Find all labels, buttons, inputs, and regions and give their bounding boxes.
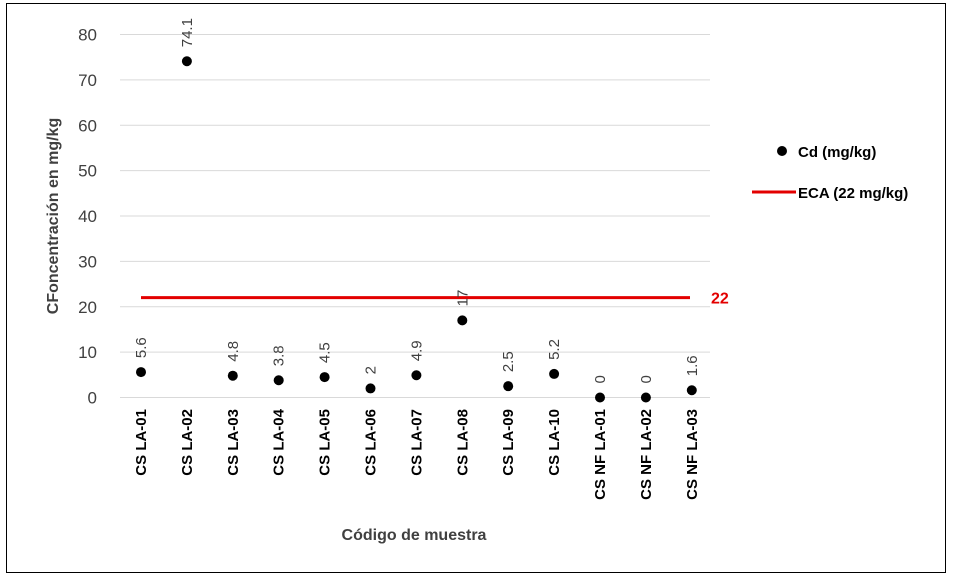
data-point-cs-nf-la-03	[686, 385, 697, 396]
data-points	[136, 56, 697, 403]
data-labels: 5.6 74.1 4.8 3.8 4.5 2 4.9 17 2.5 5.2 0 0 1.6	[133, 18, 701, 383]
data-label-cs-nf-la-02: 0	[638, 375, 655, 383]
x-category-label-cs-la-04: CS LA-04	[271, 408, 288, 475]
x-category-label-cs-la-02: CS LA-02	[179, 409, 196, 476]
x-category-label-cs-nf-la-02: CS NF LA-02	[638, 409, 655, 500]
data-point-cs-la-10	[549, 368, 560, 379]
data-point-cs-la-05	[319, 372, 330, 383]
y-tick-label-50: 50	[78, 162, 97, 181]
x-category-label-cs-la-08: CS LA-08	[454, 409, 471, 476]
data-label-cs-la-10: 5.2	[546, 339, 563, 360]
data-point-cs-la-03	[227, 370, 238, 381]
y-tick-labels: 0 10 20 30 40 50 60 70 80	[78, 26, 97, 408]
reference-line-group: 22	[141, 291, 729, 308]
data-point-cs-la-01	[136, 367, 146, 378]
y-tick-label-40: 40	[78, 207, 97, 226]
data-point-cs-la-04	[273, 375, 284, 386]
x-category-label-cs-la-03: CS LA-03	[225, 409, 242, 476]
y-axis-title: CFoncentración en mg/kg	[45, 118, 62, 314]
x-category-label-cs-la-01: CS LA-01	[133, 409, 150, 476]
y-tick-label-30: 30	[78, 252, 97, 271]
data-label-cs-la-08: 17	[454, 290, 471, 307]
y-tick-label-60: 60	[78, 116, 97, 135]
y-tick-label-10: 10	[78, 343, 97, 362]
chart-frame	[6, 3, 946, 573]
y-tick-label-20: 20	[78, 298, 97, 317]
x-category-label-cs-nf-la-01: CS NF LA-01	[592, 409, 609, 500]
data-label-cs-la-05: 4.5	[317, 342, 334, 363]
data-point-cs-la-07	[411, 370, 422, 381]
legend-label-eca: ECA (22 mg/kg)	[798, 185, 908, 202]
data-label-cs-nf-la-01: 0	[592, 375, 609, 383]
data-point-cs-la-09	[503, 381, 514, 392]
y-tick-label-70: 70	[78, 71, 97, 90]
data-point-cs-la-02	[181, 56, 192, 67]
legend: Cd (mg/kg) ECA (22 mg/kg)	[752, 144, 908, 202]
data-label-cs-la-01: 5.6	[133, 337, 150, 358]
x-category-label-cs-la-05: CS LA-05	[317, 409, 334, 476]
data-point-cs-la-06	[365, 383, 376, 394]
data-label-cs-la-09: 2.5	[500, 351, 517, 372]
data-point-cs-nf-la-01	[595, 392, 605, 403]
x-category-label-cs-la-07: CS LA-07	[408, 409, 425, 476]
y-tick-label-0: 0	[88, 389, 97, 408]
gridlines	[120, 34, 710, 398]
legend-marker-cd	[777, 146, 787, 156]
x-axis-title: Código de muestra	[342, 527, 487, 544]
data-label-cs-la-06: 2	[363, 366, 380, 374]
data-label-cs-la-07: 4.9	[408, 340, 425, 361]
x-category-labels: CS LA-01 CS LA-02 CS LA-03 CS LA-04 CS LA-05…	[133, 408, 701, 499]
legend-label-cd: Cd (mg/kg)	[798, 144, 876, 161]
data-label-cs-nf-la-03: 1.6	[684, 355, 701, 376]
x-category-label-cs-nf-la-03: CS NF LA-03	[684, 409, 701, 500]
data-point-cs-nf-la-02	[640, 392, 651, 403]
data-label-cs-la-03: 4.8	[225, 341, 242, 362]
x-category-label-cs-la-09: CS LA-09	[500, 409, 517, 476]
y-tick-label-80: 80	[78, 26, 97, 45]
data-label-cs-la-04: 3.8	[271, 345, 288, 366]
data-point-cs-la-08	[457, 315, 468, 326]
data-label-cs-la-02: 74.1	[179, 18, 196, 47]
x-category-label-cs-la-06: CS LA-06	[363, 409, 380, 476]
x-category-label-cs-la-10: CS LA-10	[546, 409, 563, 476]
reference-line-label: 22	[711, 291, 729, 308]
